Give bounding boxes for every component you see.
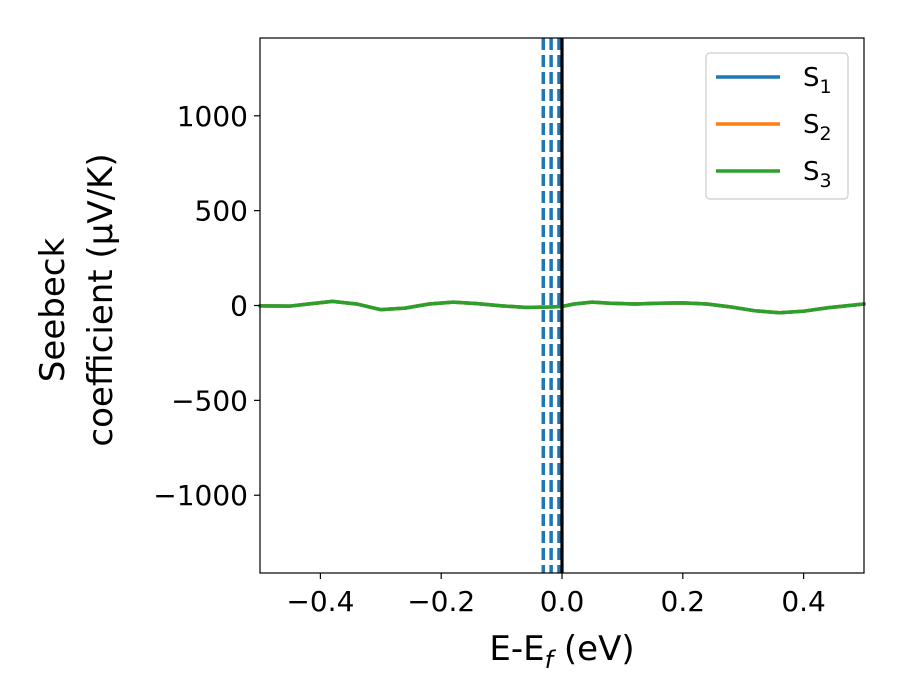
x-axis-label-suffix: (eV) (553, 629, 635, 669)
axis-ticks: −0.4 −0.2 0.0 0.2 0.4 −1000 −500 0 500 1000 (153, 100, 826, 618)
plot-area (258, 38, 866, 573)
legend-label-sub: 3 (820, 170, 832, 192)
x-tick-label: −0.4 (286, 585, 354, 618)
y-tick-label: −500 (171, 384, 248, 417)
legend-label-main: S (803, 110, 820, 140)
legend-label-main: S (803, 157, 820, 187)
legend-label-2: S2 (803, 110, 832, 145)
x-tick-label: 0.4 (781, 585, 826, 618)
legend-label-3: S3 (803, 157, 832, 192)
series-line-3 (258, 299, 866, 315)
legend-label-sub: 1 (820, 76, 832, 98)
y-tick-label: 0 (230, 290, 248, 323)
legend-label-1: S1 (803, 63, 832, 98)
x-tick-label: 0.2 (661, 585, 706, 618)
x-axis-label: E-Ef (eV) (489, 629, 634, 674)
y-axis-label-line1: Seebeck (33, 238, 73, 383)
x-axis-label-main: E-E (489, 629, 544, 669)
legend-label-sub: 2 (820, 123, 832, 145)
legend-label-main: S (803, 63, 820, 93)
x-tick-label: 0.0 (540, 585, 585, 618)
y-tick-label: 1000 (177, 100, 248, 133)
y-tick-label: −1000 (153, 479, 248, 512)
y-axis-label-line2: coefficient (μV/K) (81, 153, 121, 446)
legend-box (705, 52, 849, 200)
y-tick-label: 500 (195, 195, 248, 228)
x-tick-label: −0.2 (407, 585, 475, 618)
